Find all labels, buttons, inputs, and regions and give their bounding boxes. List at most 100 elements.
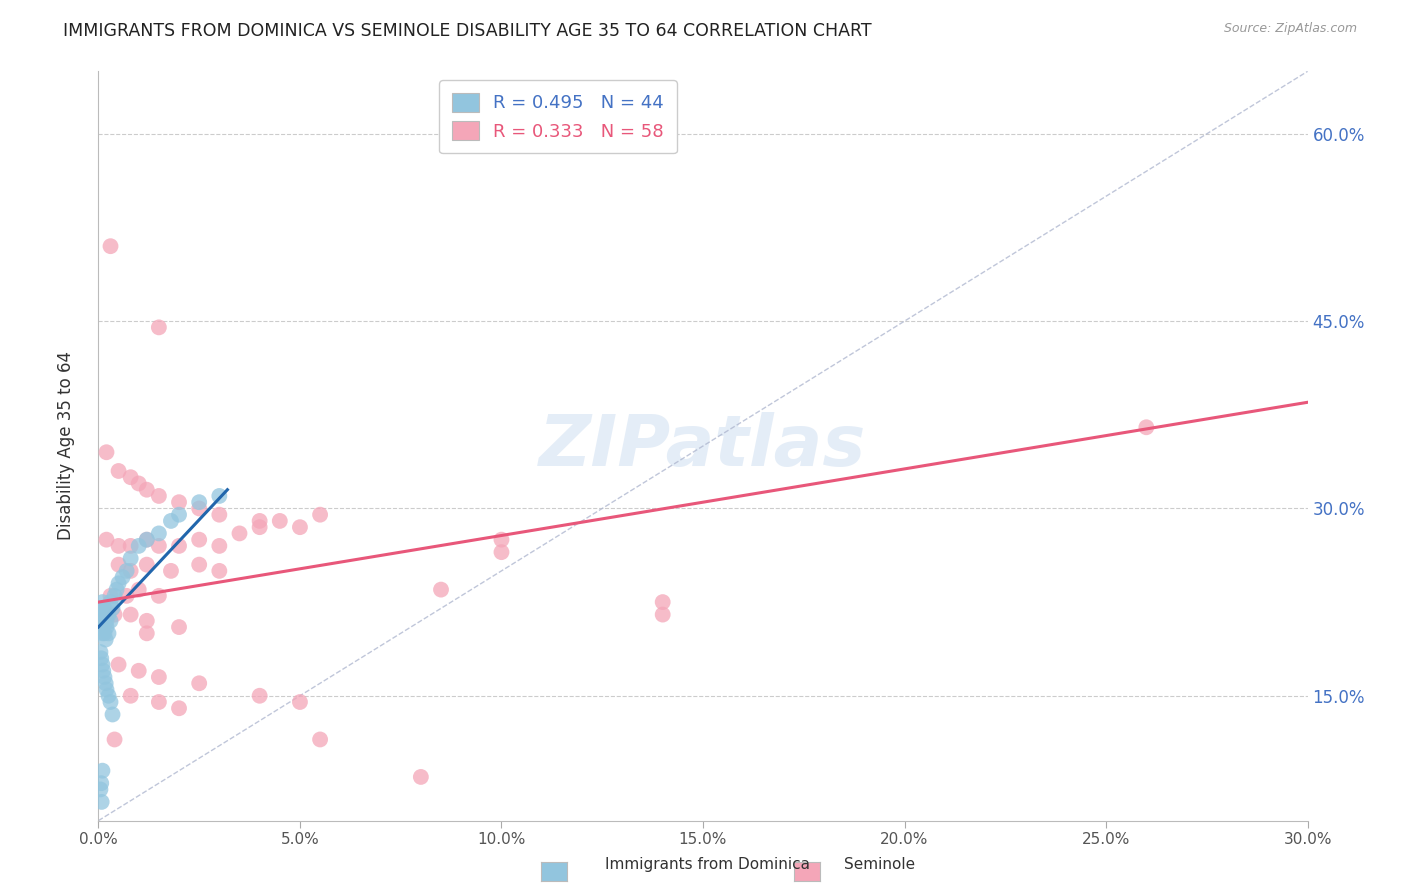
Point bbox=[651, 607, 673, 622]
Point bbox=[101, 601, 124, 615]
Point bbox=[228, 526, 250, 541]
Point bbox=[89, 645, 111, 659]
Point bbox=[90, 795, 112, 809]
Point bbox=[188, 495, 211, 509]
Point bbox=[120, 539, 142, 553]
Point bbox=[188, 533, 211, 547]
Point bbox=[128, 664, 150, 678]
Point bbox=[288, 520, 311, 534]
Point bbox=[100, 239, 122, 253]
Point bbox=[269, 514, 291, 528]
Point bbox=[249, 689, 271, 703]
Point bbox=[96, 533, 118, 547]
Point bbox=[91, 607, 114, 622]
Point bbox=[96, 682, 118, 697]
Point bbox=[148, 539, 170, 553]
Point bbox=[94, 676, 117, 690]
Point bbox=[90, 614, 112, 628]
Point bbox=[135, 483, 157, 497]
Point bbox=[128, 582, 150, 597]
Text: IMMIGRANTS FROM DOMINICA VS SEMINOLE DISABILITY AGE 35 TO 64 CORRELATION CHART: IMMIGRANTS FROM DOMINICA VS SEMINOLE DIS… bbox=[63, 22, 872, 40]
Point bbox=[120, 689, 142, 703]
Point bbox=[188, 501, 211, 516]
Point bbox=[103, 589, 125, 603]
Point bbox=[107, 558, 129, 572]
Point bbox=[160, 564, 183, 578]
Point bbox=[148, 320, 170, 334]
Point bbox=[103, 607, 125, 622]
Point bbox=[188, 558, 211, 572]
Point bbox=[167, 620, 190, 634]
Point bbox=[93, 670, 115, 684]
Point bbox=[208, 564, 231, 578]
Point bbox=[135, 558, 157, 572]
Point bbox=[135, 614, 157, 628]
Point bbox=[96, 614, 118, 628]
Point bbox=[135, 533, 157, 547]
Point bbox=[288, 695, 311, 709]
Point bbox=[90, 620, 112, 634]
Point bbox=[309, 508, 332, 522]
Point bbox=[167, 539, 190, 553]
Point bbox=[208, 508, 231, 522]
Point bbox=[89, 601, 111, 615]
Point bbox=[100, 595, 122, 609]
Point bbox=[188, 676, 211, 690]
Point bbox=[100, 614, 122, 628]
Point bbox=[100, 589, 122, 603]
Point bbox=[89, 782, 111, 797]
Point bbox=[107, 539, 129, 553]
Point bbox=[91, 595, 114, 609]
Point bbox=[249, 520, 271, 534]
Point bbox=[89, 607, 111, 622]
Point bbox=[111, 570, 134, 584]
Point bbox=[651, 595, 673, 609]
Point bbox=[120, 470, 142, 484]
Text: Seminole: Seminole bbox=[844, 857, 915, 872]
Y-axis label: Disability Age 35 to 64: Disability Age 35 to 64 bbox=[56, 351, 75, 541]
Point bbox=[97, 607, 120, 622]
Point bbox=[120, 551, 142, 566]
Point bbox=[1135, 420, 1157, 434]
Point bbox=[90, 776, 112, 790]
Point bbox=[167, 508, 190, 522]
Point bbox=[101, 707, 124, 722]
Point bbox=[103, 732, 125, 747]
Point bbox=[94, 632, 117, 647]
Text: ZIPatlas: ZIPatlas bbox=[540, 411, 866, 481]
Point bbox=[430, 582, 453, 597]
Legend: R = 0.495   N = 44, R = 0.333   N = 58: R = 0.495 N = 44, R = 0.333 N = 58 bbox=[439, 80, 676, 153]
Point bbox=[491, 545, 513, 559]
Point bbox=[128, 476, 150, 491]
Point bbox=[208, 489, 231, 503]
Point bbox=[93, 626, 115, 640]
Point bbox=[309, 732, 332, 747]
Point bbox=[115, 564, 138, 578]
Point bbox=[135, 533, 157, 547]
Point bbox=[93, 601, 115, 615]
Text: Immigrants from Dominica: Immigrants from Dominica bbox=[605, 857, 810, 872]
Point bbox=[91, 764, 114, 778]
Text: Source: ZipAtlas.com: Source: ZipAtlas.com bbox=[1223, 22, 1357, 36]
Point bbox=[107, 576, 129, 591]
Point bbox=[148, 670, 170, 684]
Point bbox=[115, 589, 138, 603]
Point bbox=[105, 582, 128, 597]
Point bbox=[491, 533, 513, 547]
Point bbox=[128, 539, 150, 553]
Point bbox=[148, 526, 170, 541]
Point bbox=[90, 651, 112, 665]
Point bbox=[135, 626, 157, 640]
Point bbox=[91, 657, 114, 672]
Point bbox=[160, 514, 183, 528]
Point bbox=[107, 464, 129, 478]
Point bbox=[148, 589, 170, 603]
Point bbox=[91, 664, 114, 678]
Point bbox=[96, 620, 118, 634]
Point bbox=[148, 489, 170, 503]
Point bbox=[167, 495, 190, 509]
Point bbox=[107, 657, 129, 672]
Point bbox=[249, 514, 271, 528]
Point bbox=[96, 445, 118, 459]
Point bbox=[97, 689, 120, 703]
